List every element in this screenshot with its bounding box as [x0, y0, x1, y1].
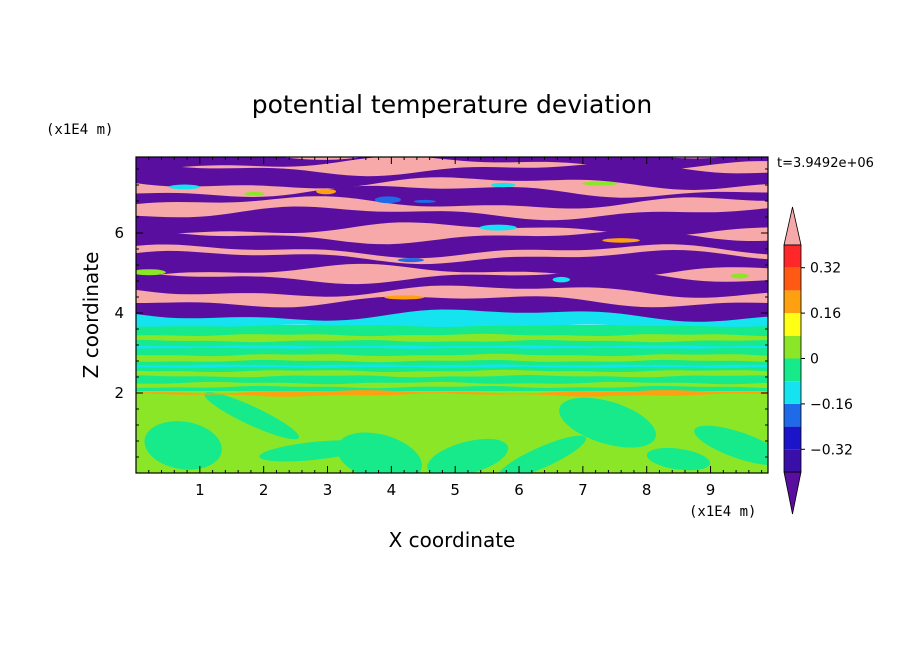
field-filament [136, 269, 166, 276]
x-axis-label: X coordinate [389, 528, 516, 552]
field-filament [490, 182, 516, 188]
field-band [136, 369, 768, 378]
x-units-label: (x1E4 m) [689, 504, 756, 520]
x-tick-label: 9 [706, 481, 716, 499]
colorbar-lower-triangle [783, 471, 802, 515]
colorbar-segment [784, 290, 801, 314]
colorbar-segment [784, 358, 801, 382]
field-blob [204, 392, 299, 440]
field-band [136, 333, 768, 343]
x-axis-ticks: 1 2 3 4 5 6 7 8 9 [148, 157, 763, 499]
field-filament [581, 181, 619, 186]
colorbar-upper-triangle [783, 206, 802, 246]
field-band [136, 364, 768, 368]
field-band-purple [136, 162, 768, 190]
field-blob [694, 425, 768, 466]
field-band [136, 353, 768, 363]
field-blob [427, 438, 509, 473]
field-blob [559, 397, 656, 448]
contour-field [136, 157, 768, 473]
colorbar-tick-label: 0 [810, 352, 819, 368]
y-axis-label: Z coordinate [79, 252, 103, 379]
x-tick-label: 4 [387, 481, 397, 499]
time-label: t=3.9492e+06 [777, 156, 874, 171]
colorbar-segment [784, 403, 801, 427]
y-tick-label: 4 [114, 304, 124, 322]
colorbar-tick-label: −0.16 [810, 397, 853, 413]
x-tick-label: 6 [514, 481, 524, 499]
colorbar-segment [784, 245, 801, 268]
field-band-purple [136, 230, 768, 259]
colorbar-segment [784, 449, 801, 472]
field-blob [497, 435, 586, 473]
y-axis-ticks: 2 4 6 [114, 168, 768, 458]
x-tick-label: 8 [642, 481, 652, 499]
x-tick-label: 1 [195, 481, 205, 499]
field-band-purple [136, 250, 768, 278]
field-band-purple [136, 157, 768, 171]
field-filament [479, 224, 517, 231]
field-filament [602, 238, 640, 243]
field-blob [336, 432, 422, 473]
chart-title: potential temperature deviation [252, 90, 652, 119]
field-blob [646, 447, 711, 471]
x-tick-label: 5 [450, 481, 460, 499]
field-filament [552, 276, 570, 283]
field-filament [384, 295, 425, 300]
colorbar-tick-label: 0.32 [810, 261, 841, 277]
field-filament [413, 199, 436, 203]
field-filament [168, 184, 201, 190]
y-tick-label: 2 [114, 384, 124, 402]
colorbar-segment [784, 313, 801, 336]
colorbar-segment [784, 335, 801, 359]
plot-frame [135, 156, 769, 474]
colorbar-legend: 0.32 0.16 0 −0.16 −0.32 [783, 206, 853, 515]
field-band-purple [136, 296, 768, 322]
field-filament [397, 258, 424, 263]
colorbar-segment [784, 381, 801, 404]
x-tick-label: 3 [323, 481, 333, 499]
colorbar-tick-label: 0.16 [810, 306, 841, 322]
field-filament [730, 273, 749, 279]
field-band [136, 345, 768, 349]
y-units-label: (x1E4 m) [46, 122, 113, 138]
field-filament [374, 196, 401, 204]
x-tick-label: 7 [578, 481, 588, 499]
field-band [136, 381, 768, 389]
field-band-warm [136, 390, 768, 397]
field-band-purple [136, 206, 768, 237]
colorbar-segment [784, 267, 801, 291]
x-tick-label: 2 [259, 481, 269, 499]
y-tick-label: 6 [114, 224, 124, 242]
field-filament [316, 188, 337, 195]
field-blob [144, 421, 222, 470]
field-filament [244, 191, 265, 196]
field-band-purple [136, 185, 768, 209]
colorbar-segment [784, 426, 801, 450]
colorbar-tick-label: −0.32 [810, 442, 853, 458]
